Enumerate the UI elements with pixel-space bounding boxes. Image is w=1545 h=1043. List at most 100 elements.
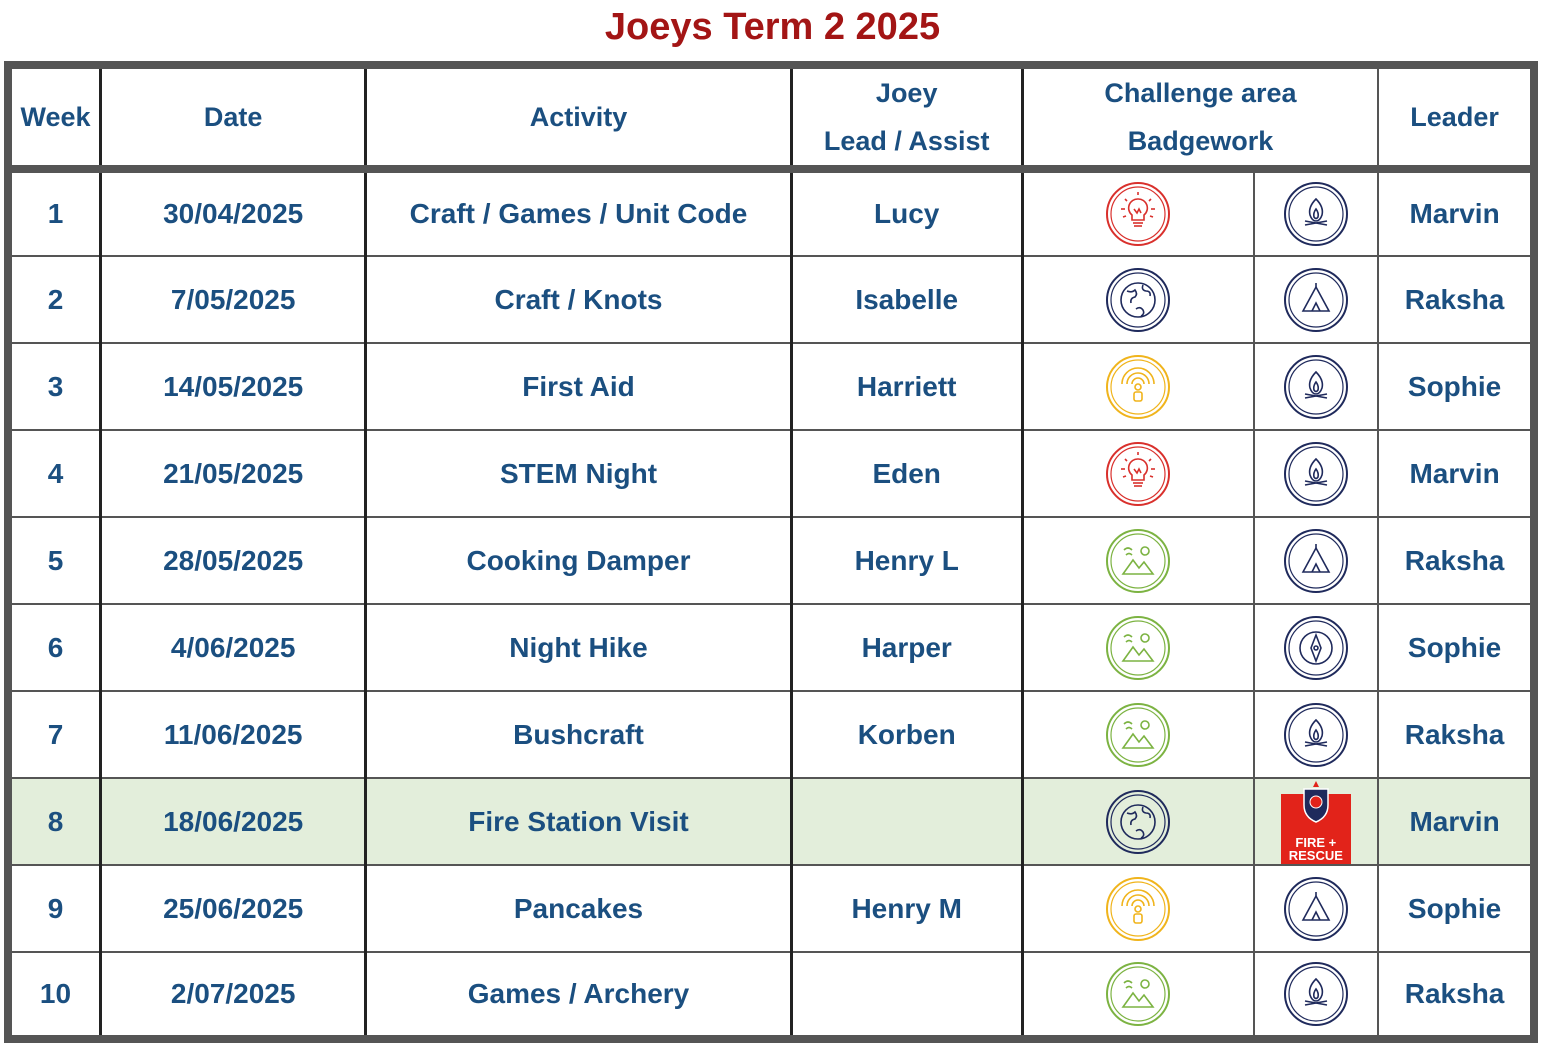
mountains-icon — [1103, 526, 1173, 596]
activity-cell: Cooking Damper — [364, 516, 793, 605]
joey-cell: Korben — [789, 690, 1024, 779]
campfire-icon — [1281, 352, 1351, 422]
leader-cell: Raksha — [1377, 690, 1535, 779]
activity-cell: Fire Station Visit — [364, 777, 793, 866]
schedule-table: Week Date Activity Joey Lead / Assist Ch… — [4, 61, 1538, 1043]
mountains-icon — [1103, 959, 1173, 1029]
compass-icon — [1281, 613, 1351, 683]
joey-cell — [789, 777, 1024, 866]
activity-cell: Craft / Knots — [364, 255, 793, 344]
mountains-icon — [1103, 700, 1173, 770]
challenge-area-cell — [1021, 603, 1255, 692]
week-cell: 9 — [6, 864, 102, 953]
joey-cell: Isabelle — [789, 255, 1024, 344]
joey-cell: Henry L — [789, 516, 1024, 605]
leader-cell: Marvin — [1377, 168, 1535, 257]
date-cell: 28/05/2025 — [98, 516, 368, 605]
date-cell: 21/05/2025 — [98, 429, 368, 518]
leader-cell: Sophie — [1377, 864, 1535, 953]
table-row: 3 14/05/2025 First Aid Harriett Sophie — [6, 342, 1535, 431]
leader-cell: Sophie — [1377, 342, 1535, 431]
globe-icon — [1103, 787, 1173, 857]
challenge-area-cell — [1021, 951, 1255, 1040]
challenge-area-cell — [1021, 864, 1255, 953]
week-cell: 4 — [6, 429, 102, 518]
challenge-area-cell — [1021, 516, 1255, 605]
leader-cell: Marvin — [1377, 777, 1535, 866]
challenge-area-cell — [1021, 429, 1255, 518]
badgework-cell — [1252, 951, 1380, 1040]
date-cell: 2/07/2025 — [98, 951, 368, 1040]
globe-icon — [1103, 265, 1173, 335]
tent-icon — [1281, 526, 1351, 596]
campfire-icon — [1281, 700, 1351, 770]
campfire-icon — [1281, 959, 1351, 1029]
badgework-cell — [1252, 342, 1380, 431]
tent-icon — [1281, 265, 1351, 335]
mountains-icon — [1103, 613, 1173, 683]
activity-cell: Games / Archery — [364, 951, 793, 1040]
activity-cell: Night Hike — [364, 603, 793, 692]
challenge-area-cell — [1021, 168, 1255, 257]
header-row: Week Date Activity Joey Lead / Assist Ch… — [6, 64, 1535, 173]
date-cell: 4/06/2025 — [98, 603, 368, 692]
leader-cell: Marvin — [1377, 429, 1535, 518]
week-cell: 6 — [6, 603, 102, 692]
fire-logo-line1: FIRE + — [1295, 834, 1337, 850]
joey-cell: Harper — [789, 603, 1024, 692]
header-joey-line1: Joey — [875, 78, 938, 108]
leader-cell: Raksha — [1377, 255, 1535, 344]
badgework-cell — [1252, 429, 1380, 518]
date-cell: 30/04/2025 — [98, 168, 368, 257]
date-cell: 25/06/2025 — [98, 864, 368, 953]
table-row: 6 4/06/2025 Night Hike Harper Sophie — [6, 603, 1535, 692]
joey-cell: Henry M — [789, 864, 1024, 953]
header-joey: Joey Lead / Assist — [789, 64, 1024, 173]
date-cell: 14/05/2025 — [98, 342, 368, 431]
header-activity: Activity — [364, 64, 793, 173]
badgework-cell — [1252, 516, 1380, 605]
lightbulb-icon — [1103, 179, 1173, 249]
leader-cell: Sophie — [1377, 603, 1535, 692]
date-cell: 18/06/2025 — [98, 777, 368, 866]
table-row: 5 28/05/2025 Cooking Damper Henry L Raksha — [6, 516, 1535, 605]
tent-icon — [1281, 874, 1351, 944]
fire-rescue-logo: FIRE + RESCUE — [1280, 780, 1351, 863]
header-challenge-line1: Challenge area — [1104, 78, 1297, 108]
week-cell: 7 — [6, 690, 102, 779]
person-signal-icon — [1103, 874, 1173, 944]
joey-cell: Lucy — [789, 168, 1024, 257]
header-challenge-line2: Badgework — [1127, 126, 1274, 156]
week-cell: 8 — [6, 777, 102, 866]
table-row: 9 25/06/2025 Pancakes Henry M Sophie — [6, 864, 1535, 953]
header-week: Week — [6, 64, 102, 173]
table-row: 1 30/04/2025 Craft / Games / Unit Code Lucy… — [6, 168, 1535, 257]
date-cell: 11/06/2025 — [98, 690, 368, 779]
week-cell: 3 — [6, 342, 102, 431]
table-row: 7 11/06/2025 Bushcraft Korben Raksha — [6, 690, 1535, 779]
badgework-cell — [1252, 168, 1380, 257]
person-signal-icon — [1103, 352, 1173, 422]
badgework-cell: FIRE + RESCUE — [1252, 777, 1380, 866]
activity-cell: Bushcraft — [364, 690, 793, 779]
date-cell: 7/05/2025 — [98, 255, 368, 344]
week-cell: 5 — [6, 516, 102, 605]
table-row: 8 18/06/2025 Fire Station Visit FIRE + RESCU… — [6, 777, 1535, 866]
fire-logo-line2: RESCUE — [1288, 847, 1343, 863]
joey-cell — [789, 951, 1024, 1040]
joey-cell: Harriett — [789, 342, 1024, 431]
table-row: 10 2/07/2025 Games / Archery Raksha — [6, 951, 1535, 1040]
joey-cell: Eden — [789, 429, 1024, 518]
week-cell: 1 — [6, 168, 102, 257]
leader-cell: Raksha — [1377, 516, 1535, 605]
badgework-cell — [1252, 690, 1380, 779]
activity-cell: Pancakes — [364, 864, 793, 953]
challenge-area-cell — [1021, 342, 1255, 431]
week-cell: 2 — [6, 255, 102, 344]
challenge-area-cell — [1021, 777, 1255, 866]
challenge-area-cell — [1021, 255, 1255, 344]
header-date: Date — [98, 64, 368, 173]
table-row: 4 21/05/2025 STEM Night Eden Marvin — [6, 429, 1535, 518]
badgework-cell — [1252, 255, 1380, 344]
header-challenge: Challenge area Badgework — [1021, 64, 1380, 173]
